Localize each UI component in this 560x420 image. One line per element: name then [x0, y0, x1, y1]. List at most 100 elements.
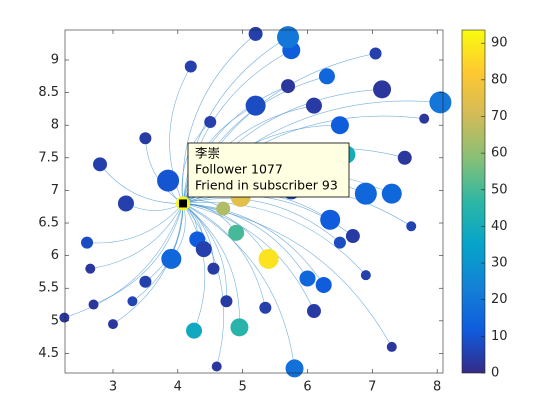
x-tick-label: 8 — [433, 380, 441, 395]
y-tick-label: 9 — [51, 52, 59, 67]
nodes — [59, 26, 452, 378]
node — [216, 201, 231, 216]
node — [373, 80, 392, 99]
edge — [99, 164, 184, 204]
node — [195, 241, 212, 258]
y-tick-label: 7 — [51, 183, 59, 198]
datatip-line: Friend in subscriber 93 — [195, 178, 338, 193]
edge — [182, 203, 266, 308]
edge — [182, 203, 393, 348]
edge — [87, 203, 184, 244]
node — [306, 304, 321, 319]
node — [117, 195, 134, 212]
y-tick-label: 8 — [51, 118, 59, 133]
y-tick-label: 6 — [51, 248, 59, 263]
node — [228, 224, 245, 241]
y-tick-label: 7.5 — [38, 150, 59, 165]
node — [345, 229, 360, 244]
node — [406, 221, 417, 232]
node — [305, 97, 322, 114]
node — [381, 183, 402, 204]
y-tick-label: 8.5 — [38, 85, 59, 100]
x-tick-label: 7 — [368, 380, 376, 395]
node — [277, 26, 300, 49]
node — [245, 95, 266, 116]
node — [107, 319, 118, 330]
edge — [182, 36, 289, 204]
x-tick-label: 3 — [109, 380, 117, 395]
y-tick-label: 4.5 — [38, 346, 59, 361]
x-tick-label: 4 — [174, 380, 182, 395]
node — [139, 132, 152, 145]
edge — [181, 121, 211, 204]
node — [139, 275, 152, 288]
node — [360, 270, 371, 281]
edge — [145, 138, 184, 204]
node — [207, 262, 220, 275]
edge — [182, 33, 256, 204]
edge — [169, 66, 192, 204]
edge — [64, 203, 184, 318]
node — [230, 318, 249, 337]
colorbar-tick-label: 40 — [491, 219, 508, 234]
datatip-line: Follower 1077 — [195, 162, 283, 177]
axes-box — [64, 29, 444, 374]
colorbar-tick-label: 0 — [491, 366, 499, 381]
node — [220, 295, 233, 308]
datatip-name: 李崇 — [195, 146, 220, 161]
node — [81, 236, 94, 249]
edge — [112, 203, 184, 325]
node — [59, 312, 70, 323]
edge — [182, 203, 227, 302]
colorbar-tick-label: 30 — [491, 256, 508, 271]
colorbar-tick-label: 10 — [491, 329, 508, 344]
node — [320, 209, 341, 230]
node — [93, 157, 108, 172]
node — [88, 299, 99, 310]
node — [184, 60, 197, 73]
edge — [182, 203, 206, 331]
node — [330, 116, 349, 135]
node — [211, 361, 222, 372]
node — [204, 115, 217, 128]
node — [186, 322, 203, 339]
selected-marker — [179, 199, 188, 208]
colorbar-tick-label: 50 — [491, 182, 508, 197]
edge — [93, 203, 184, 305]
node — [354, 182, 377, 205]
x-tick-label: 6 — [303, 380, 311, 395]
colorbar-tick-label: 90 — [491, 36, 508, 51]
node — [258, 248, 279, 269]
edge — [182, 203, 295, 369]
node — [333, 236, 346, 249]
x-tick-label: 5 — [239, 380, 247, 395]
colorbar — [461, 29, 486, 374]
edge — [182, 202, 367, 276]
node — [397, 150, 412, 165]
edge — [90, 203, 184, 269]
node — [259, 301, 272, 314]
edge — [182, 203, 225, 367]
colorbar-tick-label: 70 — [491, 109, 508, 124]
colorbar-tick-label: 60 — [491, 146, 508, 161]
edge — [125, 203, 184, 211]
y-tick-label: 5 — [51, 313, 59, 328]
node — [248, 26, 263, 41]
edge — [182, 203, 324, 286]
node — [429, 91, 452, 114]
node — [285, 359, 304, 378]
edge — [145, 203, 184, 282]
node — [127, 296, 138, 307]
node — [318, 68, 335, 85]
datatip-box — [187, 142, 350, 198]
node — [299, 270, 316, 287]
node — [419, 113, 430, 124]
node — [386, 341, 397, 352]
edge — [182, 198, 341, 243]
colorbar-tick-label: 80 — [491, 72, 508, 87]
edge — [182, 203, 315, 312]
node — [369, 47, 382, 60]
colorbar-tick-label: 20 — [491, 292, 508, 307]
node — [85, 263, 96, 274]
